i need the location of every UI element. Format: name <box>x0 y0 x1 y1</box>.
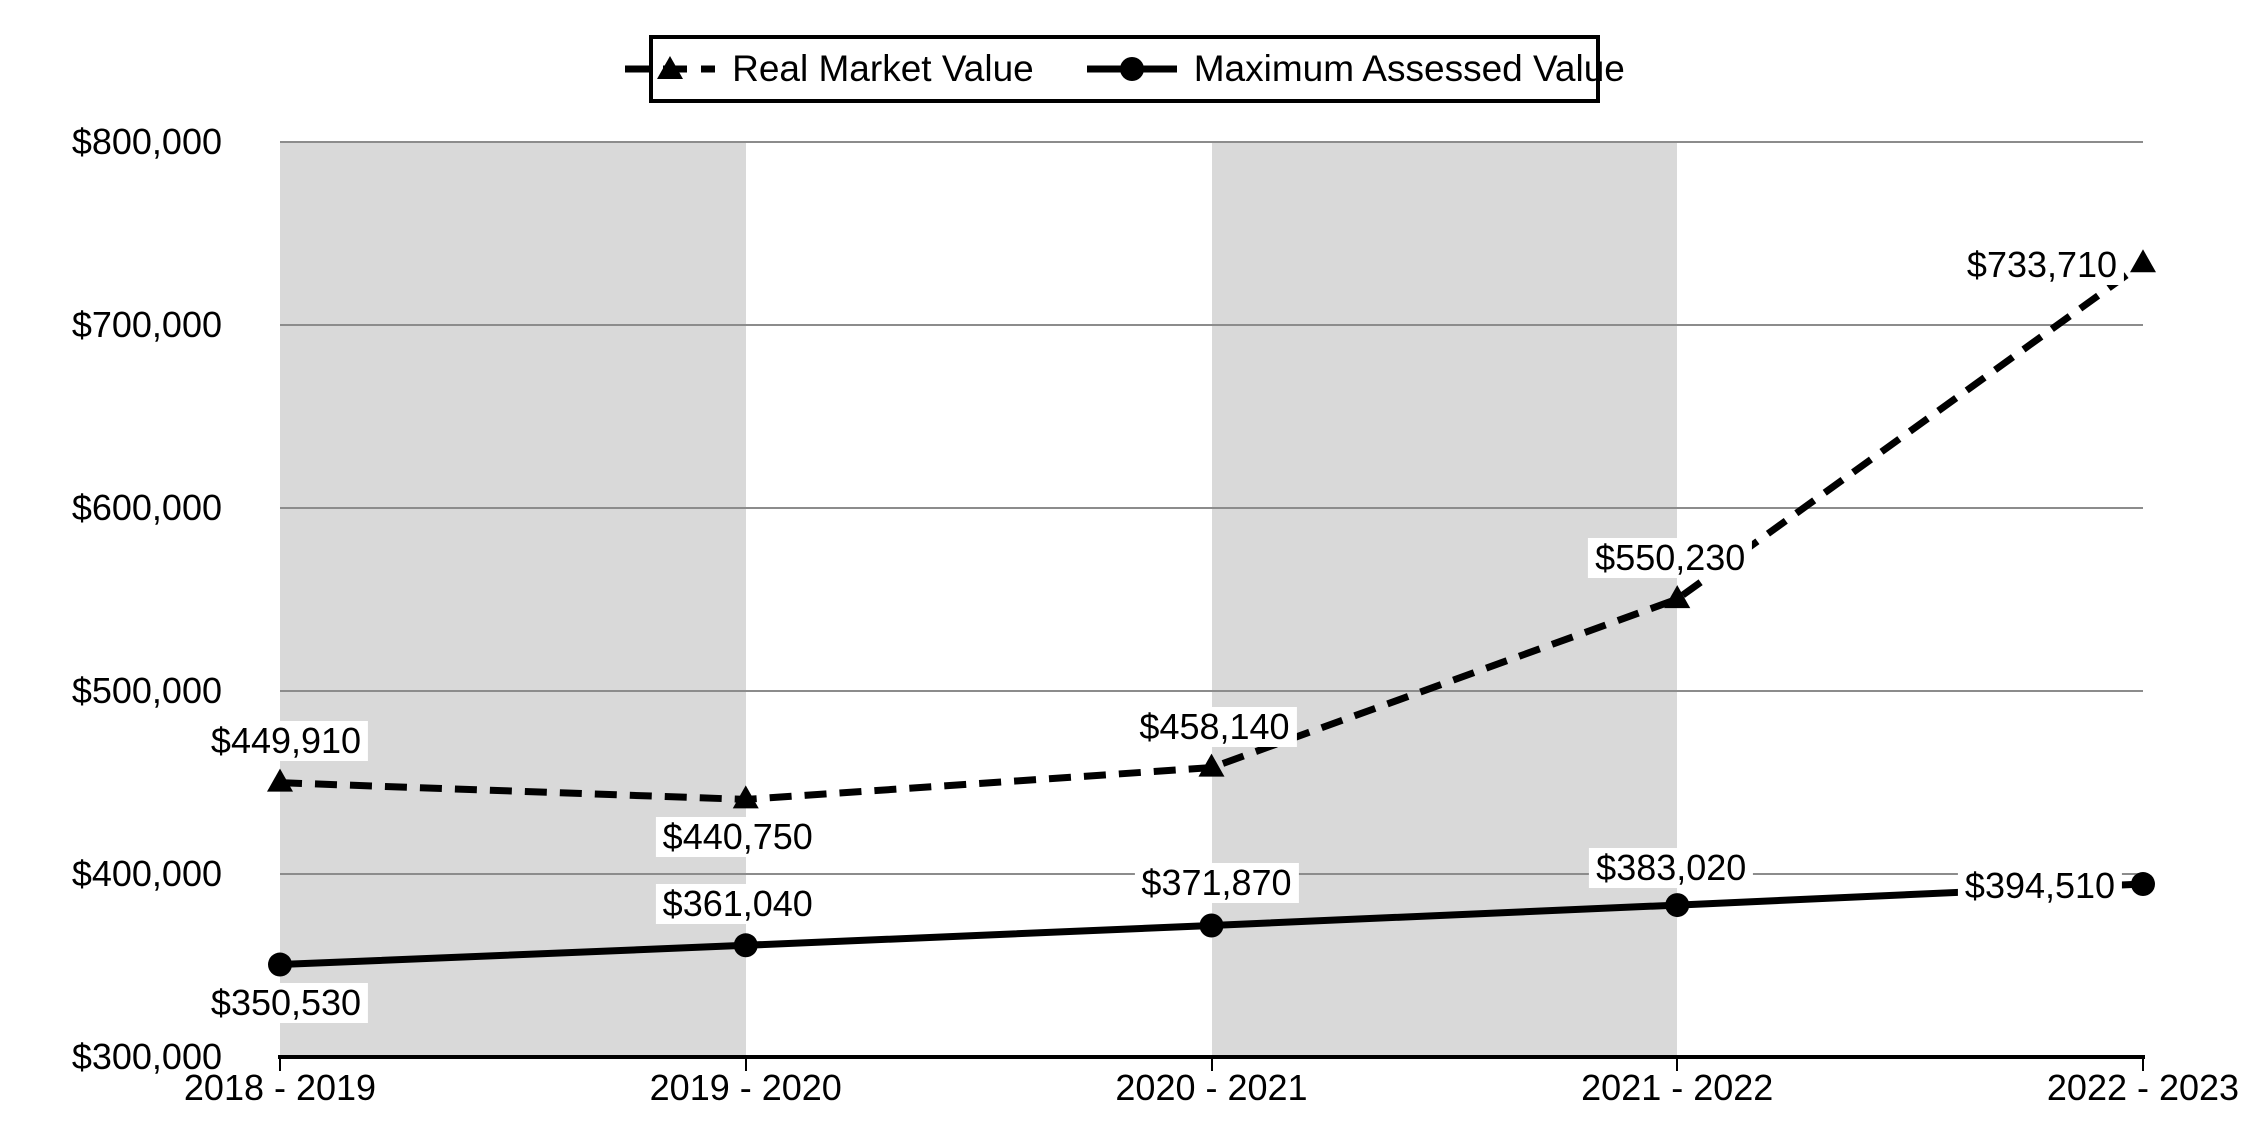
legend-label: Maximum Assessed Value <box>1193 48 1625 89</box>
data-label: $350,530 <box>203 982 369 1023</box>
triangle-marker <box>732 785 759 809</box>
data-label: $361,040 <box>655 884 820 925</box>
x-tick-label: 2022 - 2023 <box>2046 1067 2240 1108</box>
circle-marker <box>733 933 758 958</box>
grid-line <box>280 690 2143 692</box>
data-label: $383,020 <box>1589 848 1754 889</box>
grid-line <box>280 324 2143 326</box>
legend-item-maximum-assessed-value: Maximum Assessed Value <box>1086 48 1625 90</box>
data-label: $371,870 <box>1134 863 1299 904</box>
x-axis-tick <box>279 1059 281 1071</box>
plot-band <box>1211 142 1678 1057</box>
y-tick-label: $300,000 <box>71 1036 222 1077</box>
circle-marker <box>2131 872 2155 897</box>
data-label: $449,910 <box>203 720 369 761</box>
x-tick-label: 2018 - 2019 <box>183 1067 377 1108</box>
dashed-triangle-legend-marker-icon <box>625 56 716 79</box>
y-tick-label: $800,000 <box>71 121 222 162</box>
legend-item-real-market-value: Real Market Value <box>624 48 1034 90</box>
x-tick-label: 2021 - 2022 <box>1581 1067 1774 1108</box>
legend-label: Real Market Value <box>732 48 1034 89</box>
x-tick-label: 2020 - 2021 <box>1115 1067 1308 1108</box>
y-tick-label: $400,000 <box>71 853 222 894</box>
data-label: $440,750 <box>655 817 820 858</box>
grid-line <box>280 507 2143 509</box>
legend: Real Market Value Maximum Assessed Value <box>625 35 1625 103</box>
circle-marker <box>1199 913 1224 938</box>
x-axis-tick <box>2142 1059 2144 1071</box>
y-tick-label: $500,000 <box>71 670 222 711</box>
x-axis-line <box>278 1055 2145 1059</box>
series-line-real-market-value <box>279 260 2146 803</box>
solid-circle-legend-marker-icon <box>1086 57 1177 81</box>
triangle-marker <box>267 768 293 792</box>
circle-marker <box>268 952 292 977</box>
x-axis-tick <box>1676 1059 1679 1071</box>
data-label: $458,140 <box>1132 706 1297 747</box>
data-label: $550,230 <box>1588 538 1753 579</box>
x-tick-label: 2019 - 2020 <box>649 1067 842 1108</box>
x-axis-tick <box>744 1059 747 1071</box>
data-label: $394,510 <box>1957 866 2123 907</box>
y-tick-label: $600,000 <box>71 487 222 528</box>
triangle-marker <box>1664 585 1691 609</box>
y-tick-label: $700,000 <box>71 304 222 345</box>
data-label: $733,710 <box>1959 245 2125 286</box>
triangle-marker <box>2130 249 2156 273</box>
x-axis-tick <box>1210 1059 1213 1071</box>
grid-line <box>280 141 2143 143</box>
triangle-marker <box>1198 753 1225 777</box>
circle-marker <box>1665 893 1690 918</box>
